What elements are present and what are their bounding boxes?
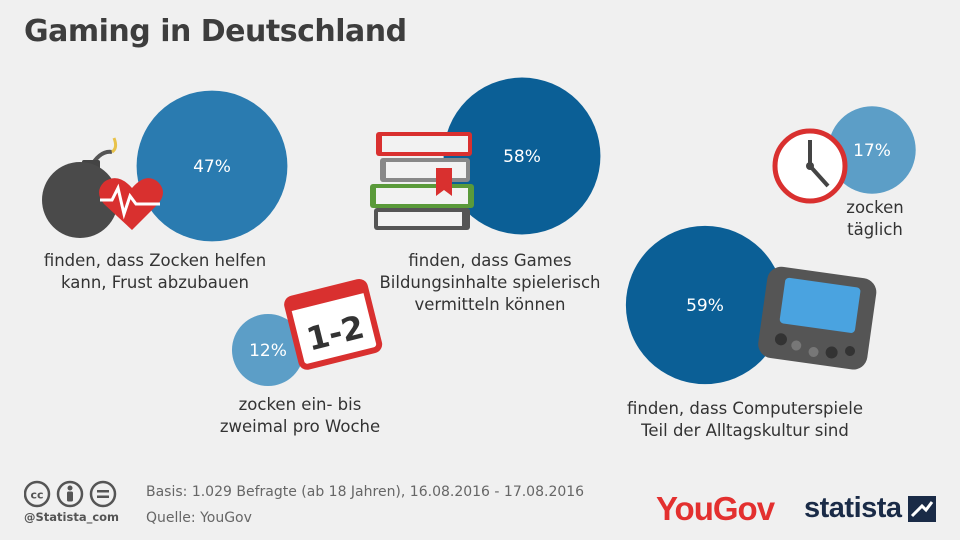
caption-bildung: finden, dass Games Bildungsinhalte spiel… — [360, 250, 620, 316]
clock-icon — [772, 128, 848, 204]
caption-taeglich: zocken täglich — [820, 197, 930, 241]
no-derivatives-icon — [89, 480, 117, 508]
caption-frust-line-1: finden, dass Zocken helfen — [43, 251, 267, 270]
bubble-label-bildung: 58% — [503, 147, 541, 167]
bubble-woche — [231, 313, 305, 387]
statista-logo: statista — [804, 492, 902, 524]
footer-basis: Basis: 1.029 Befragte (ab 18 Jahren), 16… — [146, 484, 585, 500]
bubble-label-taeglich: 17% — [853, 141, 891, 161]
bubble-label-woche: 12% — [249, 341, 287, 361]
svg-text:cc: cc — [30, 489, 43, 502]
caption-frust-line-2: kann, Frust abzubauen — [61, 273, 249, 292]
caption-taeglich-line-1: zocken — [846, 198, 904, 217]
bomb-heart-icon — [42, 137, 163, 238]
caption-woche: zocken ein- bis zweimal pro Woche — [190, 394, 410, 438]
caption-alltag-line-1: finden, dass Computerspiele — [626, 399, 863, 418]
caption-alltag: finden, dass Computerspiele Teil der All… — [600, 398, 890, 442]
handheld-console-icon — [758, 266, 877, 370]
bubble-alltag — [625, 225, 785, 385]
books-icon — [370, 132, 474, 230]
caption-bildung-line-3: vermitteln können — [414, 295, 566, 314]
caption-woche-line-2: zweimal pro Woche — [219, 417, 381, 436]
caption-alltag-line-2: Teil der Alltagskultur sind — [641, 421, 849, 440]
caption-bildung-line-1: finden, dass Games — [408, 251, 572, 270]
yougov-logo: YouGov — [656, 490, 775, 527]
license-icons: cc — [24, 480, 117, 508]
infographic: 47% 58% 17% 12% 59% 1-2 — [42, 77, 916, 387]
caption-woche-line-1: zocken ein- bis — [238, 395, 362, 414]
bubble-taeglich — [828, 106, 916, 194]
bubble-label-alltag: 59% — [686, 296, 724, 316]
bubble-label-frust: 47% — [193, 157, 231, 177]
cc-icon: cc — [24, 480, 51, 508]
calendar-icon: 1-2 — [284, 279, 383, 370]
footer-source: Quelle: YouGov — [146, 510, 252, 526]
statista-handle: @Statista_com — [24, 510, 120, 524]
caption-taeglich-line-2: täglich — [847, 220, 903, 239]
caption-bildung-line-2: Bildungsinhalte spielerisch — [379, 273, 601, 292]
statista-mark-icon — [908, 496, 936, 522]
caption-frust: finden, dass Zocken helfen kann, Frust a… — [20, 250, 290, 294]
page-title: Gaming in Deutschland — [24, 14, 407, 49]
bubble-frust — [136, 90, 288, 242]
attribution-icon — [56, 480, 84, 508]
bubble-bildung — [443, 77, 601, 235]
